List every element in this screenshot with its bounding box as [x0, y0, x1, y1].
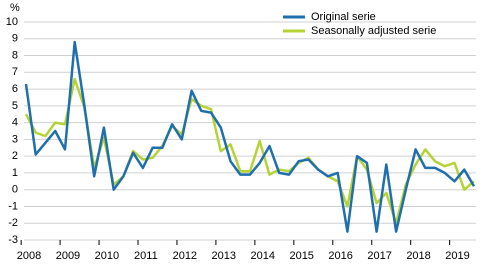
x-tick-label: 2015: [289, 250, 313, 262]
x-tick-label: 2014: [250, 250, 274, 262]
x-tick-label: 2013: [212, 250, 236, 262]
series-line: [24, 77, 475, 225]
y-tick-label: 7: [12, 66, 18, 78]
series-line: [24, 40, 476, 233]
y-tick-label: 5: [12, 100, 18, 112]
x-tick-label: 2018: [406, 250, 430, 262]
legend-label: Seasonally adjusted serie: [311, 25, 436, 37]
x-tick-label: 2008: [17, 250, 41, 262]
y-tick-label: 1: [12, 167, 18, 179]
y-tick-label: 6: [12, 83, 18, 95]
y-tick-label: -3: [8, 234, 18, 246]
y-tick-label: -1: [8, 200, 18, 212]
y-tick-label: 3: [12, 133, 18, 145]
y-tick-label: 2: [12, 150, 18, 162]
x-tick-label: 2016: [328, 250, 352, 262]
x-tick-label: 2019: [445, 250, 469, 262]
y-tick-label: 10: [6, 16, 18, 28]
legend-label: Original serie: [311, 11, 376, 23]
x-tick-label: 2012: [173, 250, 197, 262]
x-tick-label: 2009: [56, 250, 80, 262]
x-tick-label: 2011: [134, 250, 158, 262]
y-tick-label: 9: [12, 33, 18, 45]
x-tick-label: 2017: [367, 250, 391, 262]
y-tick-label: 8: [12, 49, 18, 61]
y-tick-label: -2: [8, 217, 18, 229]
y-tick-label: 0: [12, 184, 18, 196]
y-tick-label: 4: [12, 117, 18, 129]
x-tick-label: 2010: [95, 250, 119, 262]
y-axis-label: %: [10, 2, 20, 14]
